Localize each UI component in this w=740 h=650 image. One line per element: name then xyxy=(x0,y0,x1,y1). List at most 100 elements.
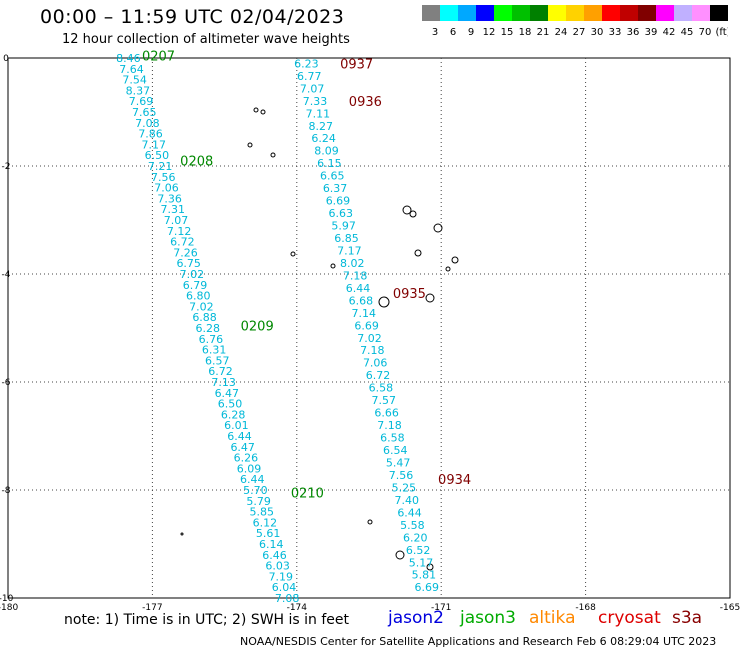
lon-tick-label: -177 xyxy=(142,603,162,613)
track-b-swh-value: 5.97 xyxy=(331,220,356,233)
track-b-swh-value: 6.54 xyxy=(383,444,408,457)
track-b-swh-value: 6.63 xyxy=(329,207,354,220)
track-a-swh-value: 7.65 xyxy=(132,106,157,119)
track-b-swh-value: 7.56 xyxy=(389,469,414,482)
lon-tick-label: -171 xyxy=(431,603,451,613)
track-b-swh-value: 7.18 xyxy=(360,344,385,357)
track-b-swh-value: 7.33 xyxy=(303,95,328,108)
legend-swatch xyxy=(566,5,584,21)
legend-label: 21 xyxy=(537,27,550,38)
lat-tick-label: -2 xyxy=(2,162,11,172)
track-a-swh-value: 6.75 xyxy=(176,257,201,270)
track-a-swh-value: 7.13 xyxy=(211,376,236,389)
track-a-swh-value: 7.08 xyxy=(135,117,160,130)
track-b-swh-value: 6.58 xyxy=(369,382,394,395)
track-b-swh-value: 8.27 xyxy=(309,120,334,133)
track-b-swh-value: 7.17 xyxy=(337,244,362,257)
track-b-swh-value: 6.69 xyxy=(354,319,379,332)
track-a-swh-value: 5.79 xyxy=(246,495,271,508)
track-a-time-label: 0207 xyxy=(142,49,175,64)
island-outline xyxy=(402,205,412,215)
track-b-time-label: 0935 xyxy=(393,287,426,302)
track-a-swh-value: 6.26 xyxy=(234,452,259,465)
lon-tick-label: -174 xyxy=(287,603,308,613)
track-a-swh-value: 6.44 xyxy=(227,430,252,443)
credit-line: NOAA/NESDIS Center for Satellite Applica… xyxy=(240,635,717,648)
track-a-swh-value: 6.47 xyxy=(230,441,255,454)
track-a-swh-value: 6.46 xyxy=(262,549,287,562)
track-a-swh-value: 6.50 xyxy=(145,149,170,162)
track-a-swh-value: 6.72 xyxy=(170,236,195,249)
island-outline xyxy=(433,223,443,233)
track-a-swh-value: 7.36 xyxy=(157,192,182,205)
legend-swatch xyxy=(494,5,512,21)
track-a-swh-value: 6.79 xyxy=(183,279,208,292)
legend-swatch xyxy=(476,5,494,21)
island-outline xyxy=(260,109,266,115)
track-b-swh-value: 5.17 xyxy=(409,556,434,569)
island-outline xyxy=(414,249,422,257)
track-b-swh-value: 7.02 xyxy=(357,332,382,345)
island-outline xyxy=(270,152,276,158)
track-b-swh-value: 6.44 xyxy=(346,282,371,295)
legend-swatch xyxy=(602,5,620,21)
track-b-swh-value: 6.24 xyxy=(311,132,336,145)
track-b-swh-value: 5.58 xyxy=(400,519,425,532)
track-a-swh-value: 6.57 xyxy=(205,354,230,367)
legend-label: 3 xyxy=(432,27,438,38)
track-a-swh-value: 6.01 xyxy=(224,419,249,432)
track-b-swh-value: 6.72 xyxy=(366,369,391,382)
footer-note: note: 1) Time is in UTC; 2) SWH is in fe… xyxy=(64,612,350,628)
track-b-swh-value: 6.15 xyxy=(317,157,342,170)
page-subtitle: 12 hour collection of altimeter wave hei… xyxy=(62,32,350,47)
track-a-swh-value: 6.04 xyxy=(272,581,297,594)
legend-swatch xyxy=(692,5,710,21)
track-b-time-label: 0934 xyxy=(438,473,471,488)
legend-swatch xyxy=(584,5,602,21)
track-a-swh-value: 6.50 xyxy=(218,398,243,411)
track-b-swh-value: 5.25 xyxy=(392,481,417,494)
track-b-swh-value: 6.20 xyxy=(403,531,428,544)
track-a-swh-value: 5.61 xyxy=(256,527,281,540)
track-a-swh-value: 7.54 xyxy=(122,74,147,87)
track-b-swh-value: 7.06 xyxy=(363,357,388,370)
lon-tick-label: -165 xyxy=(720,603,740,613)
track-a-swh-value: 6.31 xyxy=(202,344,227,357)
track-b-swh-value: 7.40 xyxy=(394,494,419,507)
satellite-jason3: jason3 xyxy=(460,608,516,628)
legend-label: 30 xyxy=(591,27,604,38)
track-a-swh-value: 5.70 xyxy=(243,484,268,497)
track-a-swh-value: 7.19 xyxy=(269,570,294,583)
lat-tick-label: -8 xyxy=(2,486,11,496)
track-a-swh-value: 7.02 xyxy=(180,268,205,281)
legend-label: 6 xyxy=(450,27,456,38)
track-a-swh-value: 7.64 xyxy=(119,63,144,76)
track-a-swh-value: 7.86 xyxy=(138,128,163,141)
track-a-swh-value: 7.08 xyxy=(275,592,300,605)
island-outline xyxy=(247,142,253,148)
track-b-swh-value: 6.58 xyxy=(380,432,405,445)
track-b-swh-value: 7.18 xyxy=(377,419,402,432)
track-b-swh-value: 6.65 xyxy=(320,170,345,183)
island-outline xyxy=(409,210,417,218)
island-outline xyxy=(445,266,451,272)
satellite-s3a: s3a xyxy=(672,608,703,628)
legend-swatch xyxy=(638,5,656,21)
lat-tick-label: -4 xyxy=(2,270,11,280)
legend-label: 24 xyxy=(555,27,568,38)
track-a-swh-value: 8.37 xyxy=(126,84,151,97)
lon-tick-label: -180 xyxy=(0,603,18,613)
legend-label: 33 xyxy=(609,27,622,38)
track-b-swh-value: 8.09 xyxy=(314,145,339,158)
track-b-swh-value: 7.14 xyxy=(351,307,376,320)
island-outline xyxy=(378,296,390,308)
track-a-time-label: 0208 xyxy=(180,155,213,170)
lat-tick-label: -6 xyxy=(2,378,11,388)
track-a-swh-value: 6.44 xyxy=(240,473,265,486)
lat-tick-label: 0 xyxy=(3,54,9,64)
track-b-swh-value: 6.69 xyxy=(415,581,440,594)
legend-label: 45 xyxy=(681,27,694,38)
track-b-swh-value: 5.81 xyxy=(412,569,437,582)
track-a-swh-value: 6.47 xyxy=(215,387,240,400)
